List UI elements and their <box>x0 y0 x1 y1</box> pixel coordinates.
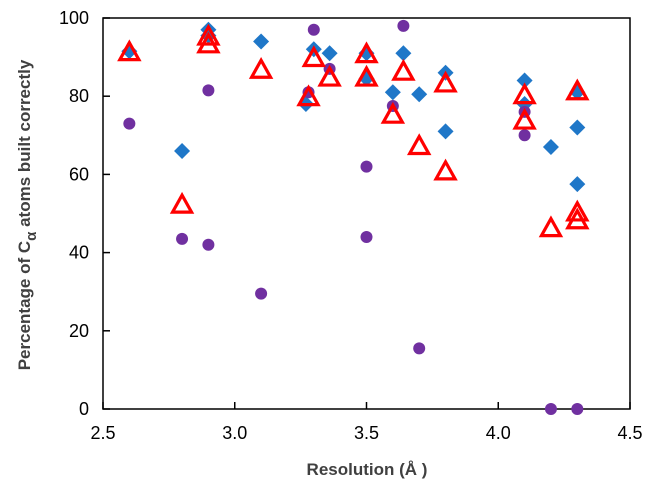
triangle-point <box>196 23 221 46</box>
diamond-point <box>321 45 338 62</box>
y-tick-label: 0 <box>79 399 89 419</box>
diamond-point <box>437 123 454 140</box>
triangle-point <box>433 70 458 93</box>
triangle-point <box>117 39 142 62</box>
x-tick-label: 4.5 <box>617 423 642 443</box>
triangle-point <box>296 84 321 107</box>
circle-point <box>413 342 426 355</box>
triangle-point <box>391 58 416 81</box>
circle-point <box>255 287 268 300</box>
y-axis-label-part-1: Percentage of C <box>15 241 34 370</box>
y-tick-label: 60 <box>69 164 89 184</box>
y-tick-label: 40 <box>69 243 89 263</box>
y-axis-label: Percentage of Cα atoms built correctly <box>15 59 40 370</box>
y-tick-label: 80 <box>69 86 89 106</box>
triangle-point <box>565 199 590 222</box>
diamond-point <box>253 33 270 50</box>
circle-point <box>202 84 215 97</box>
x-tick-label: 2.5 <box>90 423 115 443</box>
diamond-point <box>395 45 412 62</box>
diamond-point <box>384 84 401 101</box>
y-axis-label-part-2: atoms built correctly <box>15 59 34 231</box>
y-tick-label: 100 <box>59 8 89 28</box>
diamond-point <box>542 139 559 156</box>
axes <box>102 17 631 410</box>
diamond-point <box>569 119 586 136</box>
data-points <box>117 19 590 415</box>
diamond-point <box>569 176 586 193</box>
circle-point <box>176 232 189 245</box>
triangle-point <box>169 191 195 214</box>
circle-point <box>307 23 320 36</box>
triangle-point <box>538 215 564 238</box>
diamond-point <box>174 142 191 159</box>
triangle-point <box>406 133 432 156</box>
x-axis-label: Resolution (Å ) <box>307 460 428 479</box>
x-tick-label: 3.0 <box>222 423 247 443</box>
diamond-point <box>411 86 428 103</box>
circle-point <box>360 160 373 173</box>
triangle-point <box>565 207 590 230</box>
y-tick-label: 20 <box>69 321 89 341</box>
triangle-point <box>248 56 274 79</box>
circle-point <box>397 19 410 32</box>
triangle-point <box>380 101 406 124</box>
x-tick-label: 4.0 <box>486 423 511 443</box>
triangle-point <box>301 45 327 68</box>
triangle-point <box>354 64 379 87</box>
circle-point <box>571 403 584 415</box>
diamond-point <box>516 72 533 89</box>
circle-point <box>202 238 215 251</box>
triangle-point <box>317 64 342 87</box>
triangle-point <box>433 158 458 181</box>
x-tick-label: 3.5 <box>354 423 379 443</box>
y-axis-label-subscript: α <box>23 231 40 241</box>
circle-point <box>518 129 531 142</box>
circle-point <box>544 403 557 415</box>
circle-point <box>360 230 373 243</box>
triangle-point <box>354 41 379 64</box>
triangle-point <box>565 78 590 101</box>
tick-labels: 2.5 3.0 3.5 4.0 4.5 0 20 40 60 80 100 <box>59 8 643 443</box>
triangle-point <box>196 31 221 54</box>
triangle-point <box>512 107 537 130</box>
triangle-point <box>512 82 537 105</box>
circle-point <box>123 117 136 130</box>
